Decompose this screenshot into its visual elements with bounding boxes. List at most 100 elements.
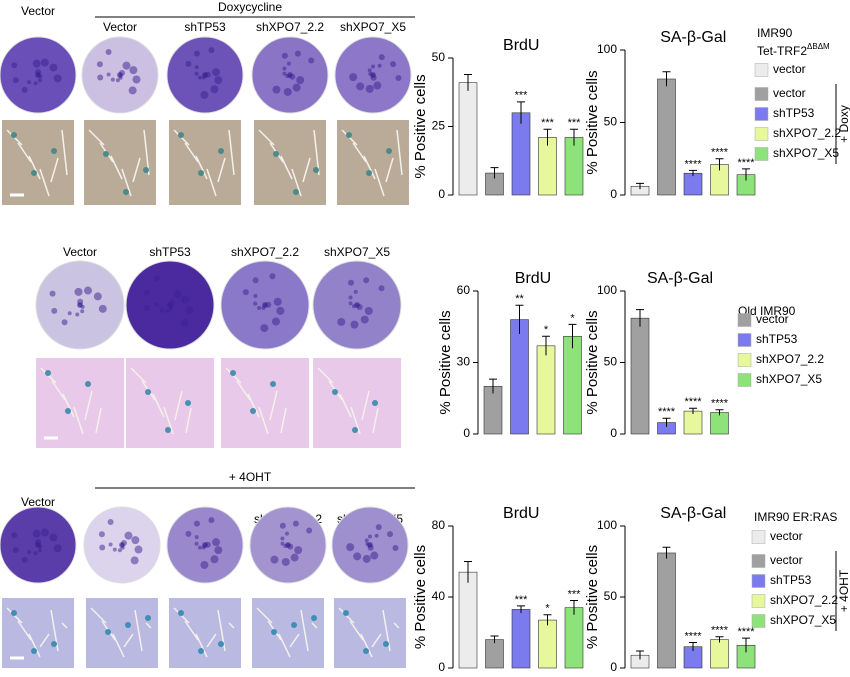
colony xyxy=(284,531,289,536)
colony xyxy=(106,72,111,77)
cell xyxy=(385,157,394,183)
legend-label: shXPO7_2.2 xyxy=(770,593,838,607)
colony xyxy=(80,309,85,314)
significance: * xyxy=(545,603,550,615)
colony xyxy=(214,546,223,555)
colony xyxy=(194,535,199,540)
bar xyxy=(683,410,703,435)
legend-label: vector xyxy=(756,312,789,326)
group-label: + 4OHT xyxy=(837,569,850,612)
micrograph xyxy=(169,598,241,668)
chart-title: SA-β-Gal xyxy=(660,505,726,522)
cell xyxy=(195,155,208,180)
cell xyxy=(302,157,311,183)
y-axis-label: % Positive cells xyxy=(412,74,429,178)
y-tick-label: 0 xyxy=(438,660,445,674)
error-bar xyxy=(542,335,550,356)
colony xyxy=(53,74,62,83)
y-tick-label: 80 xyxy=(432,518,446,532)
cell xyxy=(280,155,293,180)
colony xyxy=(185,530,192,537)
stain xyxy=(311,615,317,621)
colony xyxy=(197,545,202,550)
colony xyxy=(283,87,292,96)
stain xyxy=(346,132,352,138)
colony xyxy=(83,286,92,295)
stain xyxy=(386,148,392,154)
significance: **** xyxy=(684,396,702,408)
y-axis-label: % Positive cells xyxy=(412,545,429,649)
bar xyxy=(511,112,531,196)
stain xyxy=(198,648,204,654)
stain xyxy=(51,148,57,154)
legend-title: IMR90 xyxy=(757,26,793,40)
legend-title-sup: ΔBΔM xyxy=(807,42,830,51)
stain xyxy=(363,648,369,654)
colony xyxy=(120,539,127,546)
colony xyxy=(93,292,102,301)
error-bar xyxy=(570,128,578,146)
colony xyxy=(280,536,285,541)
legend-title: Old IMR90 xyxy=(738,304,796,318)
legend-label: shXPO7_X5 xyxy=(756,372,822,386)
y-tick-label: 100 xyxy=(597,518,617,532)
y-tick-label: 50 xyxy=(604,355,618,369)
plate-label: shTP53 xyxy=(184,20,226,34)
significance: **** xyxy=(711,625,729,637)
colony xyxy=(273,297,282,306)
cell xyxy=(300,609,309,652)
colony xyxy=(122,61,131,70)
cell xyxy=(90,607,107,624)
micrograph xyxy=(84,120,156,205)
legend-title-text: Tet-TRF2 xyxy=(757,44,807,58)
cell xyxy=(184,620,199,641)
colony xyxy=(290,553,299,562)
stain xyxy=(293,189,299,195)
colony xyxy=(350,320,359,329)
cell xyxy=(195,633,208,658)
colony xyxy=(129,66,138,75)
colony xyxy=(115,78,120,83)
colony xyxy=(265,301,272,308)
colony xyxy=(130,556,139,565)
colony xyxy=(131,536,140,545)
stain xyxy=(11,610,17,616)
significance: **** xyxy=(737,626,755,638)
colony xyxy=(143,289,150,296)
error-bar xyxy=(636,182,644,190)
cell xyxy=(349,620,364,641)
colony xyxy=(134,545,143,554)
colony xyxy=(257,306,262,311)
error-bar xyxy=(464,73,472,91)
legend-swatch xyxy=(737,353,752,367)
cell xyxy=(228,129,235,176)
colony xyxy=(210,555,219,564)
colony xyxy=(75,312,80,317)
cell xyxy=(121,168,132,197)
colony xyxy=(392,545,399,552)
plate-label: Vector xyxy=(63,245,97,259)
colony xyxy=(204,71,211,78)
colony xyxy=(370,551,379,560)
bar xyxy=(657,78,676,196)
error-bar xyxy=(689,169,697,177)
cell xyxy=(247,393,260,418)
colony xyxy=(12,77,19,84)
colony xyxy=(180,318,189,327)
chart-title: SA-β-Gal xyxy=(660,29,726,46)
cell xyxy=(134,609,143,652)
colony xyxy=(281,52,288,59)
legend-label: vector xyxy=(770,529,803,543)
stain xyxy=(178,132,184,138)
micrograph xyxy=(254,120,326,205)
colony xyxy=(373,81,382,90)
colony xyxy=(105,49,112,56)
colony xyxy=(154,302,159,307)
cell xyxy=(289,633,300,648)
colony xyxy=(49,290,56,297)
bar xyxy=(536,345,556,435)
cell xyxy=(217,157,226,183)
cell xyxy=(152,393,165,418)
bar xyxy=(511,609,531,669)
plate-label: Vector xyxy=(21,495,55,509)
